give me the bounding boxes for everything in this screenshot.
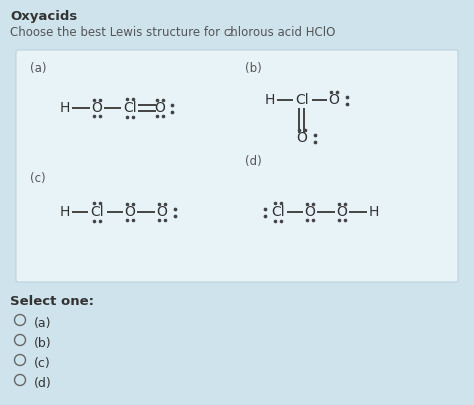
Text: .: . [232,26,236,39]
Text: Cl: Cl [271,205,285,219]
Text: Select one:: Select one: [10,295,94,308]
Text: (c): (c) [30,172,46,185]
Text: O: O [156,205,167,219]
Text: Choose the best Lewis structure for chlorous acid HClO: Choose the best Lewis structure for chlo… [10,26,336,39]
Text: Cl: Cl [295,93,309,107]
Text: H: H [265,93,275,107]
Text: H: H [60,101,70,115]
Text: (a): (a) [34,317,52,330]
Text: O: O [91,101,102,115]
Text: (b): (b) [245,62,262,75]
FancyBboxPatch shape [16,50,458,282]
Text: H: H [60,205,70,219]
Text: Cl: Cl [90,205,104,219]
Text: Cl: Cl [123,101,137,115]
Text: 2: 2 [227,28,232,38]
Text: O: O [297,131,308,145]
Text: (d): (d) [245,155,262,168]
Text: (c): (c) [34,357,51,370]
Text: O: O [125,205,136,219]
Text: O: O [305,205,315,219]
Text: (b): (b) [34,337,52,350]
Text: O: O [337,205,347,219]
Text: (a): (a) [30,62,46,75]
Text: O: O [328,93,339,107]
Text: H: H [369,205,379,219]
Text: Oxyacids: Oxyacids [10,10,77,23]
Text: O: O [155,101,165,115]
Text: (d): (d) [34,377,52,390]
